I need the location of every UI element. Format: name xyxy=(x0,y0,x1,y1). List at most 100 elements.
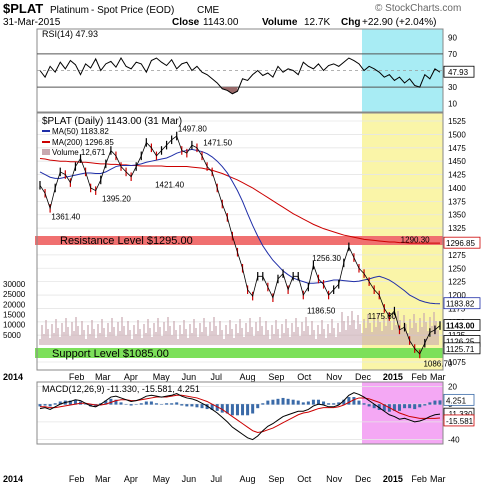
rsi-tick-label: 30 xyxy=(448,83,457,92)
volume-bar xyxy=(221,330,223,345)
rsi-last-value-box xyxy=(443,65,475,78)
volume-bar xyxy=(255,322,257,345)
price-right-label: 1296.85 xyxy=(446,239,475,248)
volume-bar xyxy=(61,323,63,345)
volume-bar xyxy=(379,322,381,345)
volume-bar xyxy=(365,328,367,345)
volume-bar xyxy=(213,317,215,345)
volume-bar xyxy=(335,337,337,345)
volume-bar xyxy=(145,333,147,345)
volume-bar xyxy=(65,318,67,345)
volume-bar xyxy=(149,328,151,345)
volume-bar xyxy=(191,333,193,345)
price-tick-label: 1375 xyxy=(448,197,466,206)
volume-bar xyxy=(209,322,211,345)
volume-bar xyxy=(223,339,225,345)
price-title: $PLAT (Daily) 1143.00 (31 Mar) xyxy=(42,116,182,127)
price-tick-label: 1325 xyxy=(448,224,466,233)
volume-bar xyxy=(197,337,199,345)
macd-histogram-bar xyxy=(170,403,174,405)
volume-bar xyxy=(163,322,165,345)
volume-bar xyxy=(261,326,263,345)
volume-bar xyxy=(51,324,53,345)
volume-bar xyxy=(237,333,239,345)
volume-bar xyxy=(165,331,167,345)
macd-histogram-bar xyxy=(53,403,57,405)
volume-tick-label: 30000 xyxy=(3,280,26,289)
volume-bar xyxy=(141,338,143,345)
volume-bar xyxy=(425,322,427,345)
volume-bar xyxy=(313,330,315,345)
volume-bar xyxy=(217,335,219,345)
volume-bar xyxy=(239,319,241,345)
volume-bar xyxy=(129,330,131,345)
x-label: 2014 xyxy=(3,372,23,382)
volume-bar xyxy=(361,333,363,345)
price-annotation: 1497.80 xyxy=(178,125,207,134)
symbol-label: $PLAT xyxy=(3,1,43,16)
close-value: 1143.00 xyxy=(203,17,239,28)
volume-bar xyxy=(283,333,285,345)
x-label: Oct xyxy=(297,474,312,484)
volume-bar xyxy=(203,318,205,345)
volume-tick-label: 5000 xyxy=(3,331,21,340)
volume-bar xyxy=(311,321,313,345)
volume-bar xyxy=(263,335,265,345)
volume-bar xyxy=(279,338,281,345)
price-tick-label: 1450 xyxy=(448,157,466,166)
volume-bar xyxy=(397,311,399,345)
volume-bar xyxy=(375,327,377,345)
volume-bar xyxy=(413,314,415,345)
macd-histogram-bar xyxy=(58,401,62,405)
volume-bar xyxy=(99,333,101,345)
volume-bar xyxy=(405,324,407,345)
volume-bar xyxy=(321,320,323,345)
volume-bar xyxy=(119,331,121,345)
volume-bar xyxy=(231,329,233,345)
volume-bar xyxy=(71,322,73,345)
volume-bar xyxy=(345,330,347,345)
macd-histogram-bar xyxy=(352,397,356,405)
macd-histogram-bar xyxy=(372,404,376,409)
volume-bar xyxy=(373,318,375,345)
volume-bar xyxy=(123,326,125,345)
price-panel: 1525150014751450142514001375135013251300… xyxy=(3,112,481,371)
volume-bar xyxy=(49,338,51,345)
volume-bar xyxy=(211,331,213,345)
price-annotation: 1395.20 xyxy=(102,195,131,204)
volume-bar xyxy=(137,320,139,345)
x-label: Jul xyxy=(211,372,223,382)
volume-bar xyxy=(275,320,277,345)
x-label: Aug xyxy=(239,372,255,382)
volume-bar xyxy=(55,319,57,345)
volume-bar xyxy=(161,336,163,345)
volume-bar xyxy=(225,325,227,345)
volume-bar xyxy=(307,326,309,345)
macd-histogram-bar xyxy=(84,404,88,405)
volume-bar xyxy=(109,332,111,345)
volume-bar xyxy=(371,332,373,345)
volume-bar xyxy=(179,325,181,345)
price-tick-label: 1250 xyxy=(448,264,466,273)
macd-histogram-bar xyxy=(241,404,245,416)
volume-bar xyxy=(367,314,369,345)
volume-bar xyxy=(185,329,187,345)
volume-bar xyxy=(169,326,171,345)
ma200-legend: MA(200) 1296.85 xyxy=(52,138,114,147)
x-label: Apr xyxy=(124,372,138,382)
volume-bar xyxy=(329,333,331,345)
macd-histogram-bar xyxy=(38,404,42,407)
volume-bar xyxy=(115,336,117,345)
volume-bar xyxy=(423,313,425,345)
volume-bar xyxy=(297,327,299,345)
volume-bar xyxy=(385,326,387,345)
volume-bar xyxy=(43,334,45,345)
macd-histogram-bar xyxy=(154,403,158,405)
price-right-label: 1143.00 xyxy=(446,322,475,331)
x-label: Sep xyxy=(268,372,284,382)
price-right-label: 1125.71 xyxy=(446,345,475,354)
macd-histogram-bar xyxy=(185,404,189,407)
macd-histogram-bar xyxy=(322,401,326,405)
x-label: Aug xyxy=(239,474,255,484)
volume-bar xyxy=(175,330,177,345)
